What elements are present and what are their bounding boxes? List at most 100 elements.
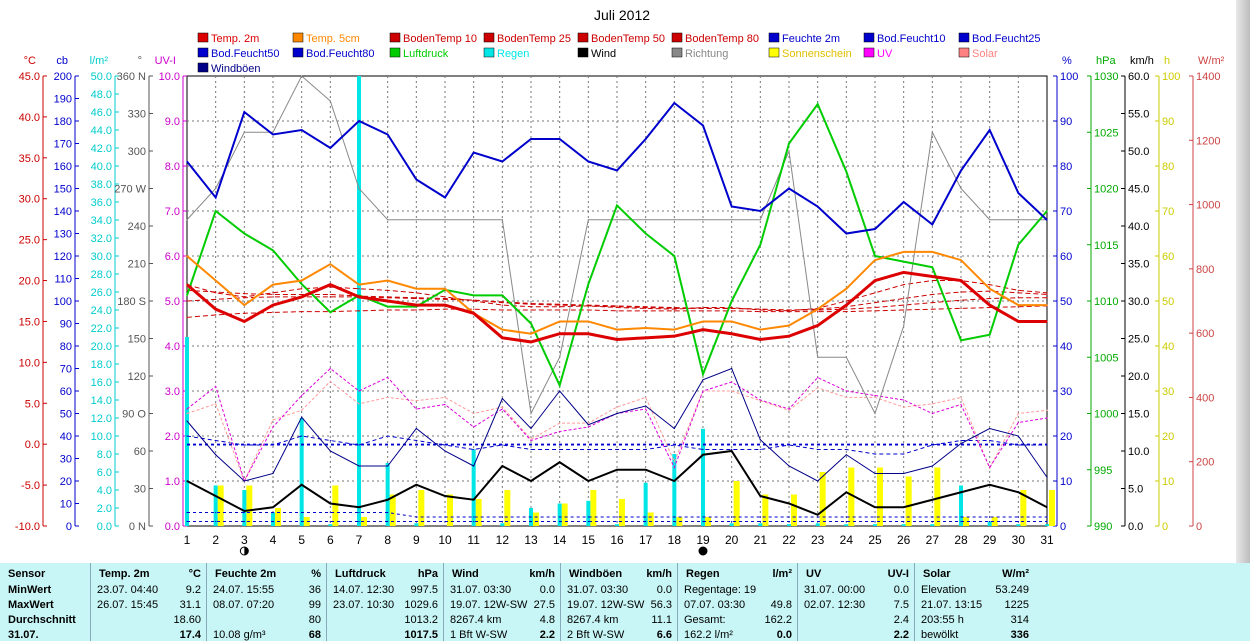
temp5cm-line-point: [673, 329, 675, 331]
bodentemp10-line-point: [616, 306, 618, 309]
uv-line-point: [1046, 417, 1048, 419]
vertical-scrollbar[interactable]: [1236, 0, 1250, 563]
x-tick-label: 20: [725, 533, 739, 547]
temp2m-line-point: [931, 275, 933, 278]
uv-line-point: [358, 390, 360, 392]
bodentemp10-line-point: [903, 284, 905, 286]
stats-cell-value: 36: [308, 584, 321, 596]
stats-cell-value: 0.0: [893, 584, 909, 596]
legend-label: Feuchte 2m: [782, 33, 840, 45]
wind-line-point: [1046, 506, 1048, 508]
bodfeucht80-line-point: [616, 516, 618, 518]
bodentemp10-line-point: [501, 304, 503, 306]
temp5cm-line-point: [931, 251, 933, 253]
first-quarter-moon-icon: [244, 547, 249, 555]
rain-bar: [758, 523, 763, 526]
stats-cell-value: 99: [308, 599, 321, 611]
temp2m-line-point: [960, 279, 962, 282]
wind-line-point: [845, 491, 847, 493]
left-axis-unit: l/m²: [90, 55, 109, 67]
humidity-line-point: [731, 205, 733, 208]
bodfeucht80-line-point: [587, 516, 589, 518]
sunshine-bar: [533, 512, 539, 526]
sunshine-bar: [246, 485, 253, 526]
bodfeucht25-line-point: [473, 520, 475, 523]
stats-cell-value: 49.8: [770, 599, 792, 611]
uv-line-point: [702, 390, 704, 392]
pressure-line-point: [243, 232, 245, 235]
bodentemp80-line-point: [559, 309, 561, 311]
wind-gust-line-point: [387, 465, 389, 467]
bodentemp80-line-point: [186, 316, 188, 318]
right-axis-unit: h: [1164, 55, 1170, 67]
wind-gust-line-point: [530, 427, 532, 430]
temp5cm-line-point: [587, 320, 589, 323]
temp5cm-line-point: [272, 284, 274, 286]
bodfeucht10-line-point: [616, 448, 618, 451]
bodfeucht80-line-point: [874, 516, 876, 518]
bodfeucht80-line-point: [788, 516, 790, 518]
stats-unit: %: [311, 568, 321, 580]
right-axis-tick-label: 100: [1162, 71, 1180, 83]
right-axis-tick-label: 600: [1196, 328, 1214, 340]
stats-cell-value: 11.1: [651, 614, 672, 626]
rain-bar: [586, 500, 591, 526]
wind-gust-line-point: [1046, 476, 1048, 478]
sunshine-bar: [447, 494, 453, 526]
bodentemp25-line-point: [243, 293, 245, 295]
wind-direction-line-point: [616, 219, 618, 221]
bodentemp25-line-point: [903, 297, 905, 300]
stats-cell-value: 0.0: [539, 584, 555, 596]
bodentemp25-line-point: [1017, 292, 1019, 294]
wind-line-point: [329, 502, 331, 505]
sunshine-bar: [619, 499, 625, 526]
rain-bar: [185, 337, 189, 526]
sunshine-bar: [733, 481, 740, 526]
legend-swatch: [577, 47, 589, 58]
temp2m-line-point: [616, 338, 618, 341]
right-axis-tick-label: 25.0: [1128, 334, 1149, 346]
left-axis-tick-label: 40: [60, 431, 72, 443]
pressure-line-point: [587, 283, 589, 285]
stats-cell-value: 1013.2: [404, 614, 438, 626]
bodfeucht10-line-point: [702, 448, 704, 451]
x-tick-label: 17: [639, 533, 653, 547]
left-axis-tick-label: 210: [128, 259, 146, 271]
left-axis-tick-label: 40.0: [91, 161, 112, 173]
stats-column: Regen l/m² Regentage: 19 07.07. 03:30 49.8 Ge…: [677, 563, 798, 641]
legend-label: BodenTemp 80: [685, 33, 759, 45]
sunshine-bar: [590, 490, 597, 526]
wind-line-point: [415, 484, 417, 486]
pressure-line-point: [731, 300, 733, 302]
temp5cm-line-point: [387, 279, 389, 282]
sunshine-bar: [991, 517, 998, 526]
bodfeucht25-line-point: [817, 520, 819, 523]
stats-cell-info: 24.07. 15:55: [213, 584, 275, 596]
bodfeucht80-line-point: [931, 516, 933, 518]
sunshine-bar: [303, 517, 310, 526]
stats-cell-value: 2.2: [893, 629, 909, 641]
right-axis-unit: %: [1062, 55, 1072, 67]
temp2m-line-point: [301, 296, 303, 298]
legend-label: Bod.Feucht25: [972, 33, 1041, 45]
bodentemp50-line-point: [1046, 297, 1048, 299]
bodfeucht10-line-point: [272, 444, 274, 446]
left-axis-tick-label: 20.0: [91, 341, 112, 353]
humidity-line-point: [874, 228, 876, 230]
wind-direction-line-point: [473, 219, 475, 221]
wind-line-point: [702, 454, 704, 456]
stats-cell-value: 0.0: [656, 584, 672, 596]
wind-gust-line-point: [473, 465, 475, 467]
right-axis-tick-label: 20.0: [1128, 371, 1149, 383]
temp2m-line-point: [587, 333, 589, 335]
bodfeucht25-line-point: [559, 520, 561, 523]
right-axis-tick-label: 100: [1060, 71, 1078, 83]
humidity-line-point: [387, 133, 389, 136]
rain-bar: [242, 490, 247, 526]
right-axis-tick-label: 40: [1060, 341, 1072, 353]
bodentemp25-line-point: [559, 304, 561, 306]
left-axis-tick-label: 25.0: [19, 235, 40, 247]
bodfeucht10-line-point: [731, 448, 733, 451]
bodentemp10-line-point: [329, 286, 331, 288]
bodentemp50-line-point: [989, 297, 991, 300]
